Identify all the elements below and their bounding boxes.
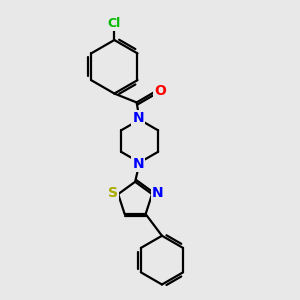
Text: Cl: Cl xyxy=(108,17,121,31)
Text: N: N xyxy=(152,186,164,200)
Text: O: O xyxy=(154,84,166,98)
Text: N: N xyxy=(132,111,144,125)
Text: N: N xyxy=(132,157,144,171)
Text: S: S xyxy=(108,186,118,200)
